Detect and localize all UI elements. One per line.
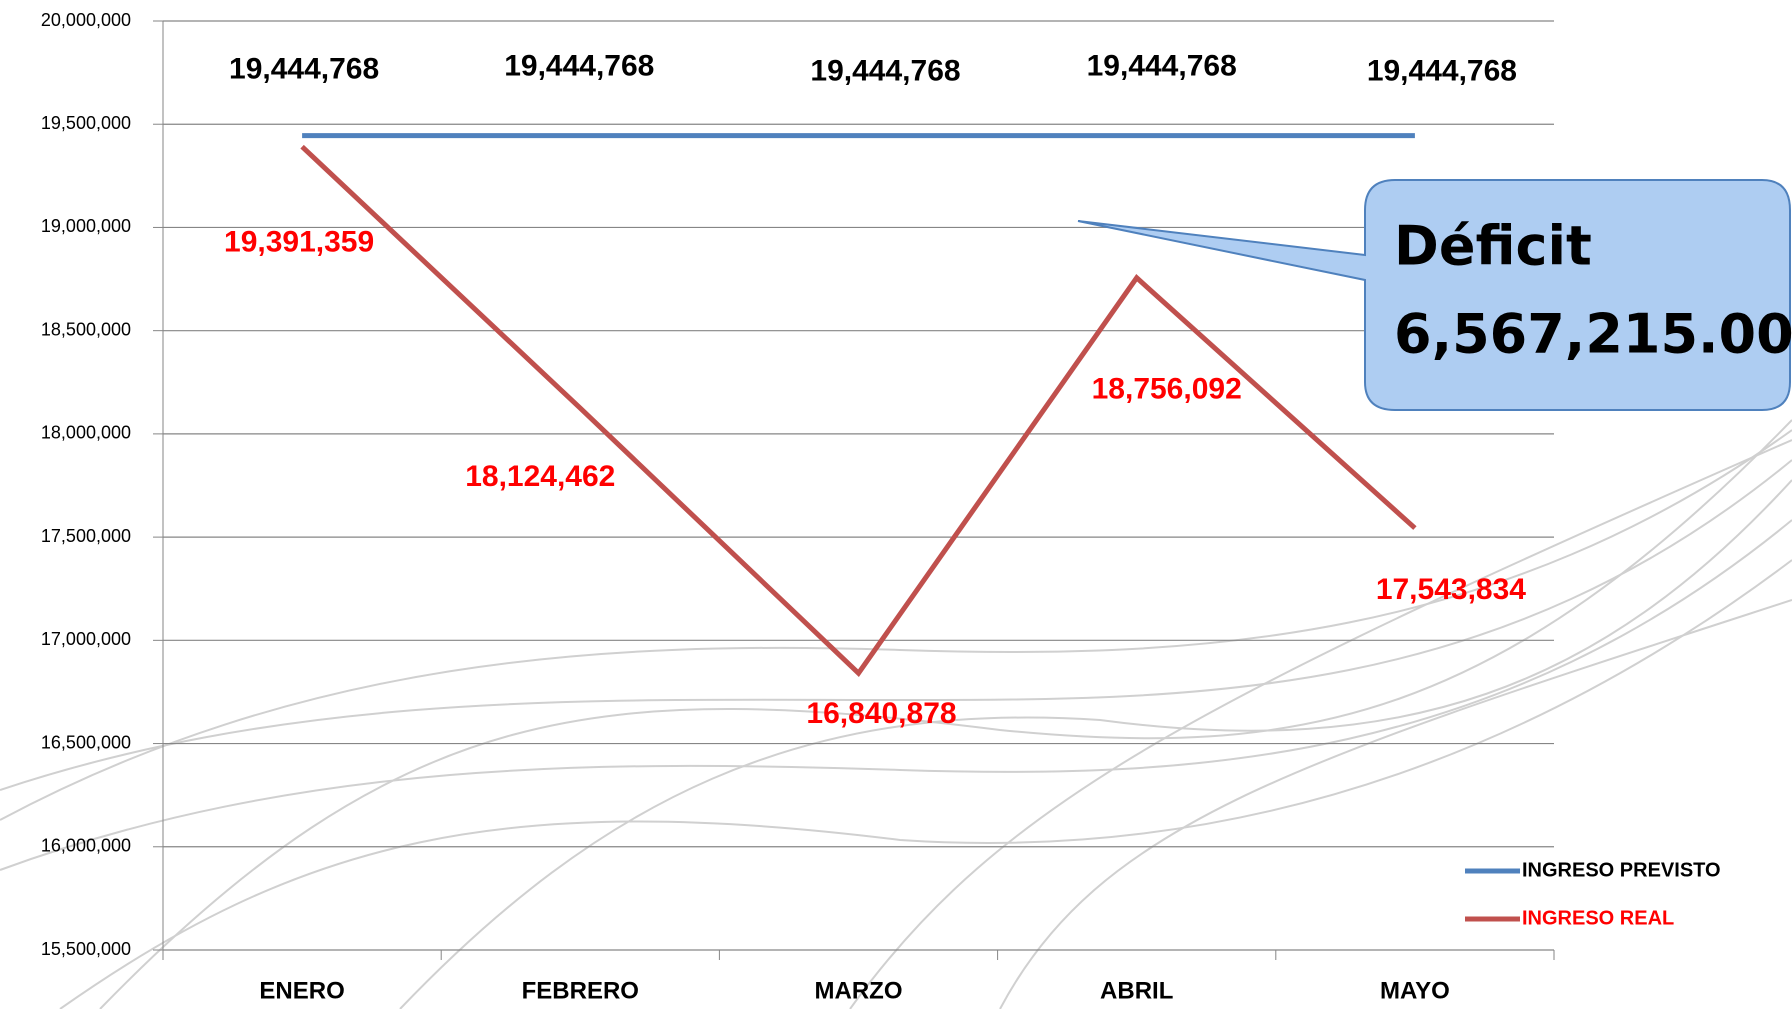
value-label: 19,444,768 <box>504 50 654 83</box>
x-tick-label: ABRIL <box>1100 977 1173 1004</box>
legend-label: INGRESO REAL <box>1522 907 1674 929</box>
callout-value: 6,567,215.00 <box>1394 303 1792 366</box>
y-tick-label: 15,500,000 <box>41 939 131 959</box>
value-label: 19,444,768 <box>229 53 379 86</box>
y-tick-label: 16,500,000 <box>41 732 131 752</box>
y-tick-label: 16,000,000 <box>41 836 131 856</box>
value-label: 19,391,359 <box>224 226 374 259</box>
chart: 15,500,000 16,000,000 16,500,000 17,000,000… <box>0 0 1792 1009</box>
value-label: 19,444,768 <box>810 55 960 88</box>
value-label: 18,756,092 <box>1092 373 1242 406</box>
y-tick-label: 18,500,000 <box>41 319 131 339</box>
y-tick-label: 17,500,000 <box>41 526 131 546</box>
value-label: 17,543,834 <box>1376 573 1526 606</box>
x-tick-label: MARZO <box>815 977 903 1004</box>
x-tick-label: FEBRERO <box>522 977 639 1004</box>
y-tick-label: 20,000,000 <box>41 10 131 30</box>
value-label: 16,840,878 <box>806 697 956 730</box>
series-line <box>302 147 1415 674</box>
y-tick-label: 19,000,000 <box>41 216 131 236</box>
y-tick-label: 19,500,000 <box>41 113 131 133</box>
y-tick-label: 18,000,000 <box>41 423 131 443</box>
y-tick-label: 17,000,000 <box>41 629 131 649</box>
value-label: 18,124,462 <box>465 460 615 493</box>
plot: 15,500,000 16,000,000 16,500,000 17,000,000… <box>41 10 1721 1005</box>
value-label: 19,444,768 <box>1087 50 1237 83</box>
legend-label: INGRESO PREVISTO <box>1522 859 1721 881</box>
x-tick-label: ENERO <box>259 977 344 1004</box>
callout-title: Déficit <box>1394 215 1592 278</box>
x-tick-label: MAYO <box>1380 977 1450 1004</box>
value-label: 19,444,768 <box>1367 55 1517 88</box>
